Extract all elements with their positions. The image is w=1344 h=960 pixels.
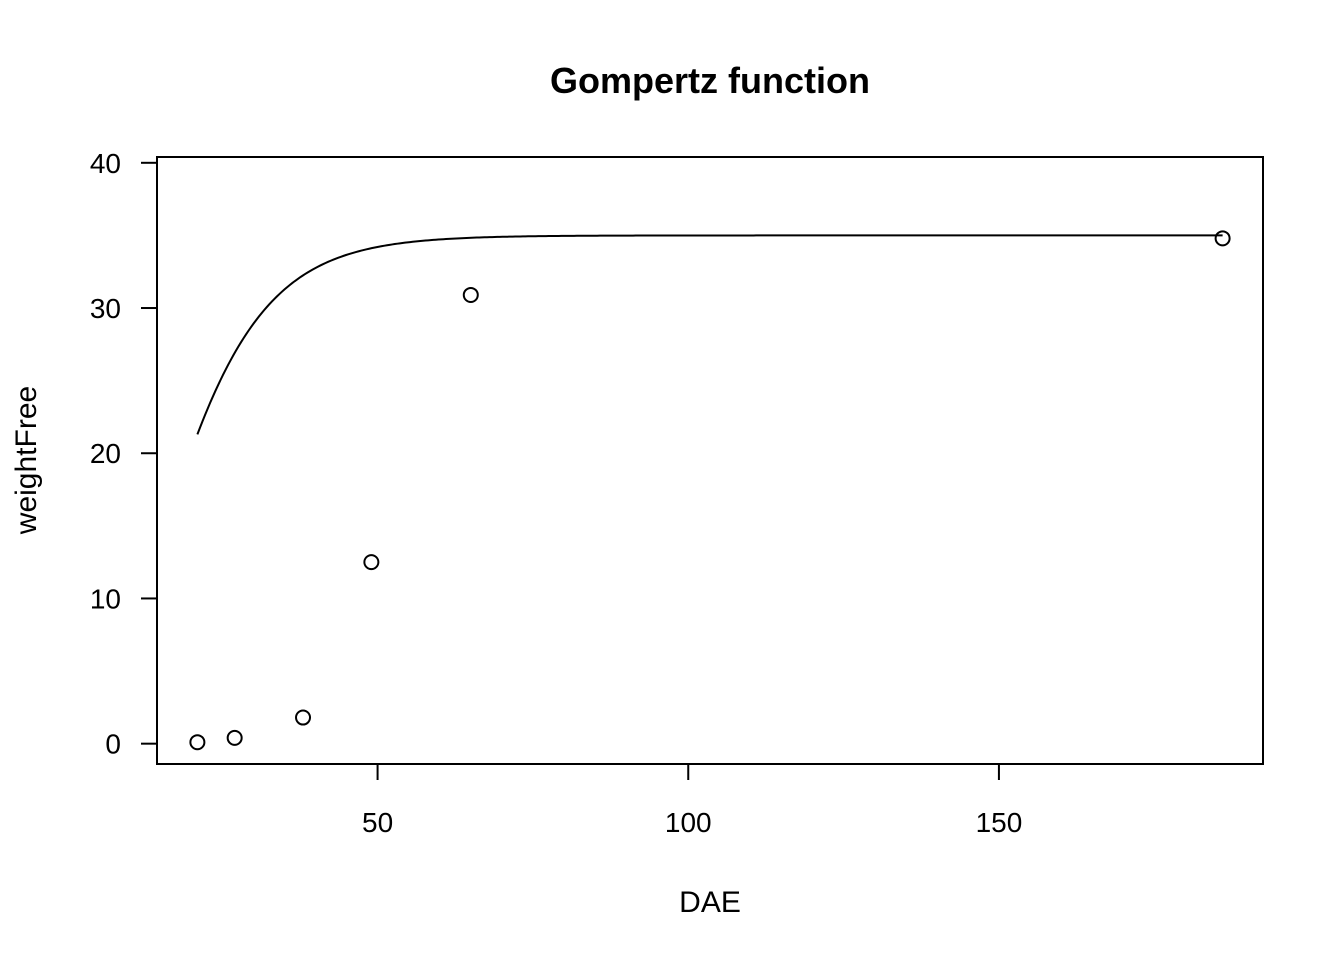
x-tick-label: 150 (976, 807, 1023, 838)
data-points (189, 230, 1231, 751)
x-axis: 50 100 150 (362, 763, 1023, 838)
data-point (462, 286, 479, 303)
data-point (189, 734, 206, 751)
x-axis-label: DAE (679, 886, 741, 919)
chart-title: Gompertz function (550, 60, 870, 101)
fitted-curve (196, 234, 1223, 435)
data-point (295, 709, 312, 726)
y-axis-label: weightFree (10, 386, 43, 535)
x-tick-label: 50 (362, 807, 393, 838)
y-axis: 0 10 20 30 40 (90, 148, 158, 760)
data-point (363, 554, 380, 571)
y-tick-label: 20 (90, 438, 121, 469)
data-point (226, 729, 243, 746)
plot-frame (156, 156, 1264, 765)
y-tick-label: 0 (105, 729, 121, 760)
y-tick-label: 30 (90, 293, 121, 324)
x-tick-label: 100 (665, 807, 712, 838)
y-tick-label: 40 (90, 148, 121, 179)
data-point (1214, 230, 1231, 247)
y-tick-label: 10 (90, 583, 121, 614)
